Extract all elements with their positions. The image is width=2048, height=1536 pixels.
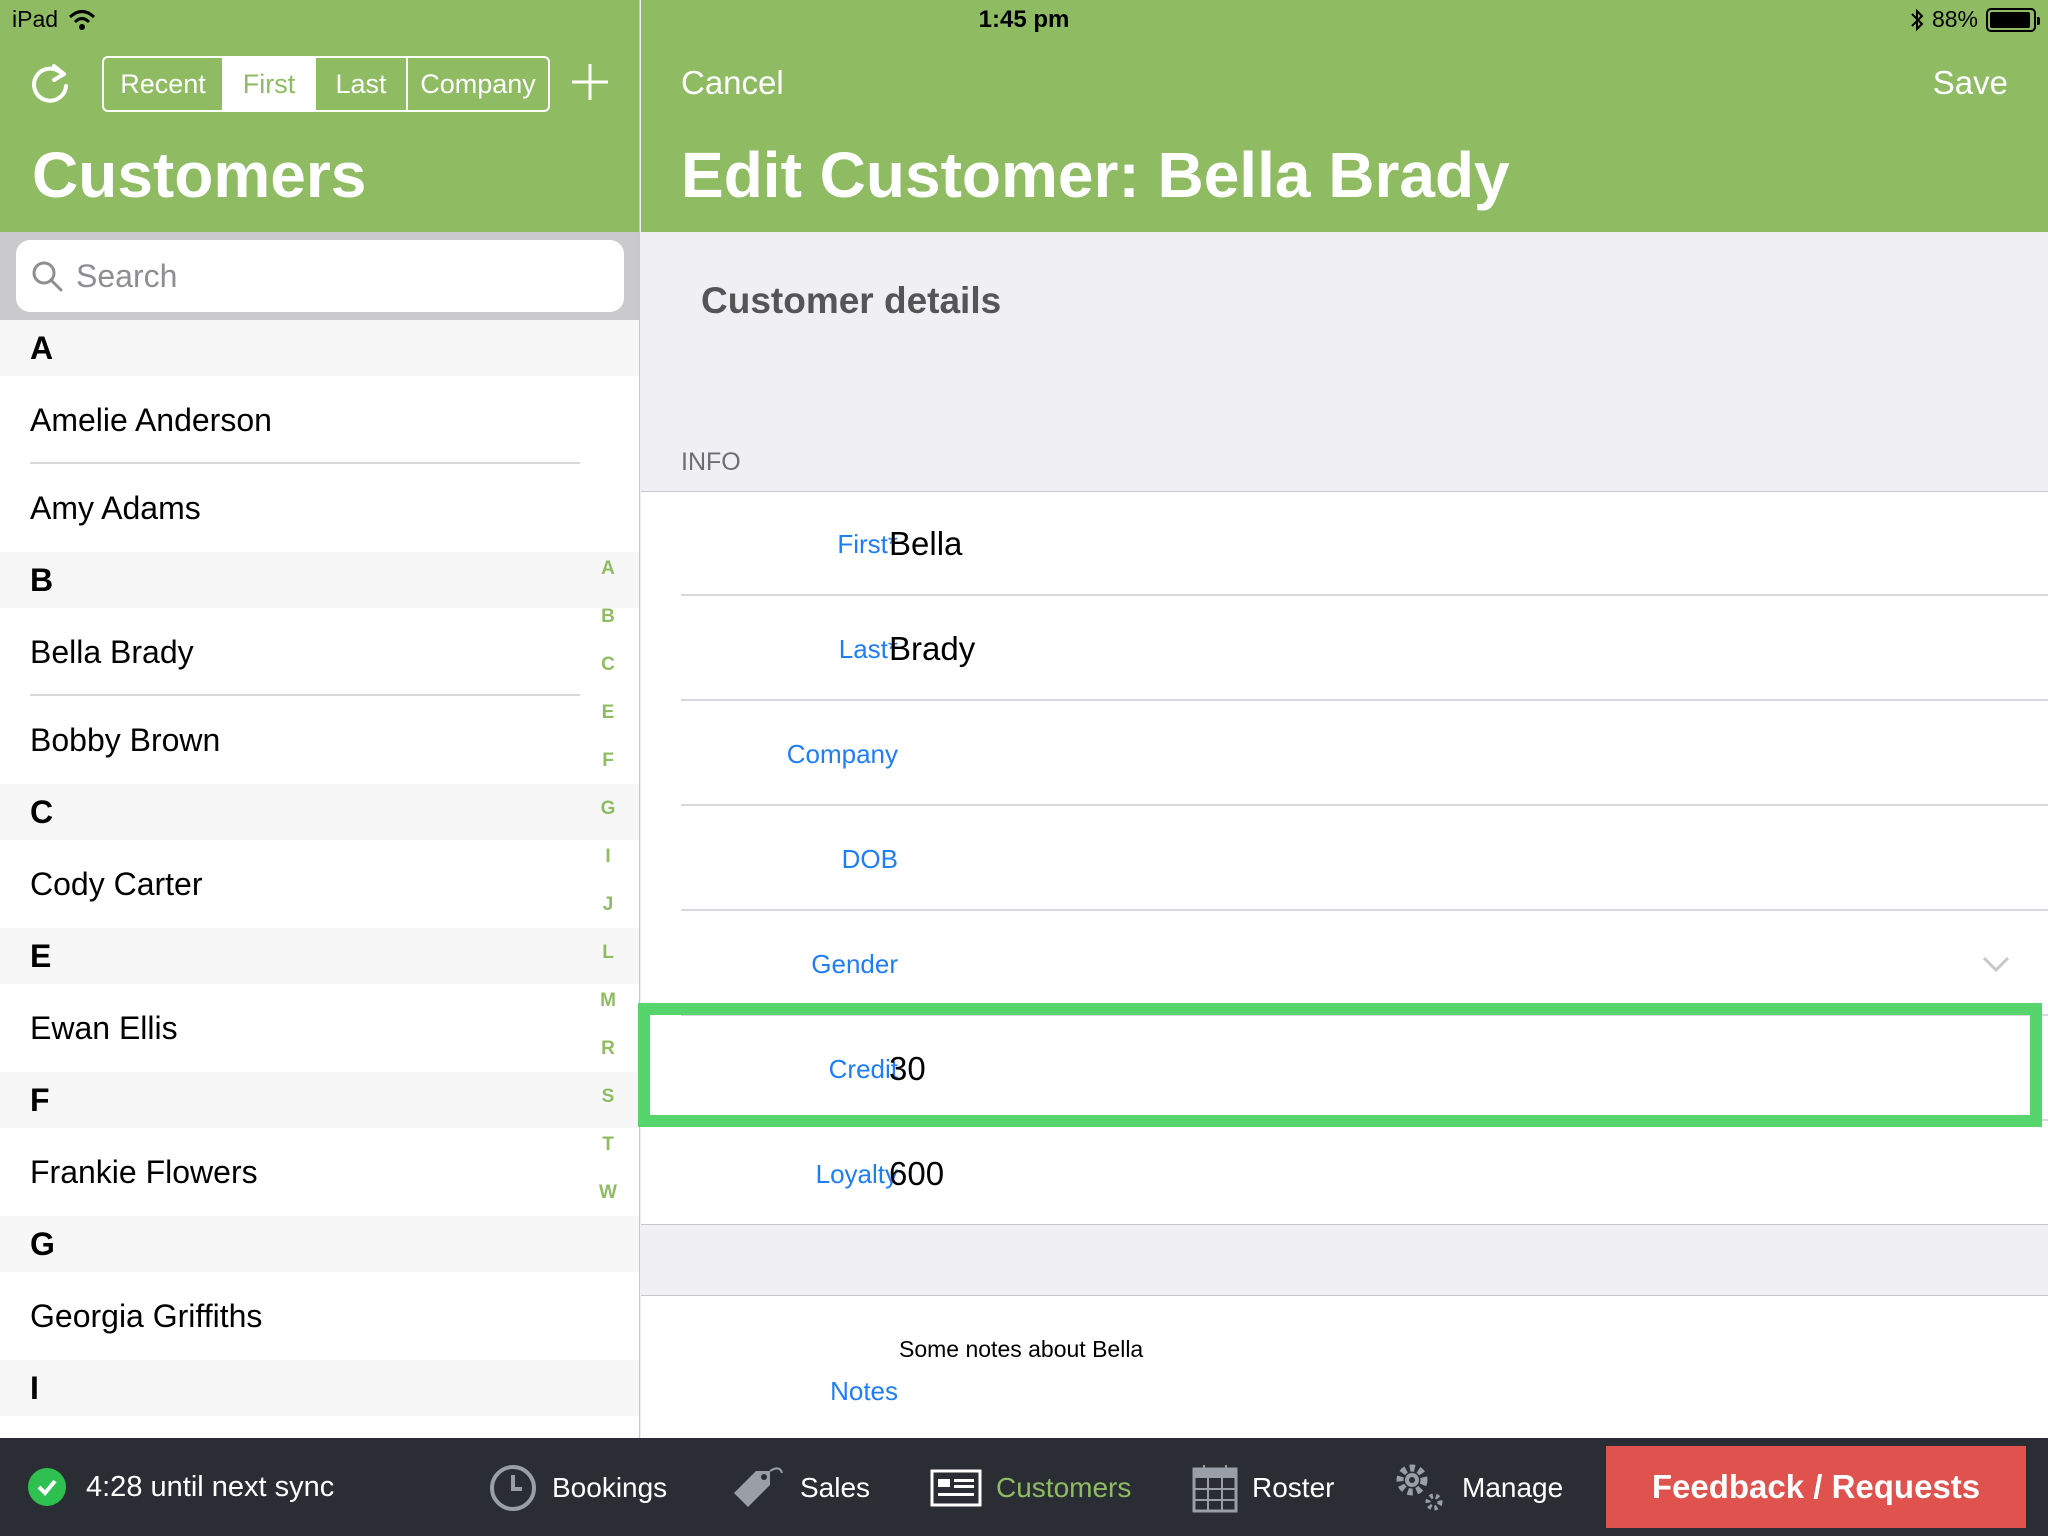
segment-last[interactable]: Last [316,58,408,110]
dob-row[interactable]: DOB [641,807,2048,911]
notes-row[interactable]: Some notes about Bella Notes [641,1295,2048,1438]
save-button[interactable]: Save [1932,64,2008,101]
section-header-a: A [0,320,639,376]
device-name: iPad [12,6,59,32]
search-input[interactable]: Search [16,240,624,312]
section-header-e: E [0,928,639,984]
index-letter[interactable]: B [601,606,615,627]
segment-company[interactable]: Company [420,68,536,99]
section-header-g: G [0,1216,639,1272]
company-row[interactable]: Company [641,702,2048,806]
edit-customer-title: Edit Customer: Bella Brady [681,139,1510,211]
first-name-row[interactable]: First* Bella [641,492,2048,596]
tab-sales[interactable]: Sales [730,1460,870,1516]
gender-row[interactable]: Gender [641,912,2048,1016]
section-header-i: I [0,1360,639,1416]
refresh-icon[interactable] [26,60,74,108]
first-name-field[interactable]: Bella [889,525,963,562]
calendar-icon [1192,1465,1238,1513]
index-letter[interactable]: I [605,846,611,867]
sync-text: 4:28 until next sync [86,1470,335,1503]
index-letter[interactable]: C [601,654,615,675]
info-section-header: INFO [681,448,741,476]
index-letter[interactable]: F [602,750,614,771]
tag-icon [734,1467,783,1507]
page-title: Customers [32,139,367,211]
list-item[interactable]: Bobby Brown [0,696,639,784]
sync-status: 4:28 until next sync [28,1468,334,1506]
section-header-f: F [0,1072,639,1128]
tab-roster[interactable]: Roster [1192,1460,1334,1516]
segment-recent[interactable]: Recent [104,58,224,110]
section-header-c: C [0,784,639,840]
list-item[interactable]: Frankie Flowers [0,1128,639,1216]
clock-icon [490,1465,536,1511]
notes-label: Notes [830,1376,898,1406]
bottom-tab-bar: 4:28 until next sync Bookings Sales Cust… [0,1438,2048,1536]
list-item[interactable]: Amelie Anderson [0,376,639,464]
status-bar: iPad 1:45 pm 88% [0,0,2048,40]
add-customer-button[interactable] [570,62,610,102]
cancel-button[interactable]: Cancel [681,64,784,101]
last-name-row[interactable]: Last* Brady [641,597,2048,701]
last-name-field[interactable]: Brady [889,630,976,667]
customers-icon [930,1469,982,1507]
sort-segmented-control: Recent First Last Company [102,56,550,112]
search-icon [32,261,63,292]
index-letter[interactable]: J [602,894,614,915]
index-letter[interactable]: W [599,1182,617,1203]
index-letter[interactable]: A [601,558,615,579]
company-label: Company [786,739,898,769]
list-item[interactable]: Amy Adams [0,464,639,552]
right-header: Cancel Save Edit Customer: Bella Brady [641,0,2048,232]
tab-bookings[interactable]: Bookings [488,1460,667,1516]
battery-icon [1986,7,2040,32]
index-letter[interactable]: G [600,798,616,819]
left-header: Recent First Last Company Customers [0,0,639,232]
list-item[interactable]: Bella Brady [0,608,639,696]
gender-label: Gender [811,949,898,979]
section-header-b: B [0,552,639,608]
chevron-down-icon[interactable] [1982,950,2010,978]
battery-percent: 88% [1931,6,1978,32]
index-letter[interactable]: T [602,1134,614,1155]
tab-customers[interactable]: Customers [930,1460,1131,1516]
loyalty-label: Loyalty [815,1159,898,1189]
index-letter[interactable]: R [601,1038,615,1059]
check-icon [28,1468,66,1506]
gear-icon [1396,1464,1443,1511]
status-time: 1:45 pm [978,6,1070,33]
bluetooth-icon [1911,8,1924,31]
customer-list-pane: Recent First Last Company Customers Sear… [0,0,640,1438]
credit-field[interactable]: 30 [889,1050,926,1087]
index-letter[interactable]: L [602,942,614,963]
index-letter[interactable]: S [601,1086,615,1107]
credit-highlight-box [638,1003,2042,1127]
list-item[interactable]: Georgia Griffiths [0,1272,639,1360]
customer-details-heading: Customer details [701,280,1002,321]
segment-first[interactable]: First [224,58,316,110]
search-bar-container: Search [0,232,639,320]
list-item[interactable]: Cody Carter [0,840,639,928]
index-letter[interactable]: E [601,702,615,723]
tab-manage[interactable]: Manage [1392,1460,1563,1516]
first-name-label: First* [837,529,898,559]
loyalty-row[interactable]: Loyalty 600 [641,1122,2048,1226]
dob-label: DOB [841,844,898,874]
wifi-icon [69,9,96,30]
notes-field[interactable]: Some notes about Bella [899,1336,1144,1362]
customer-form: First* Bella Last* Brady Company DOB Gen… [641,491,2048,1225]
search-placeholder: Search [76,257,178,294]
list-item[interactable]: Ewan Ellis [0,984,639,1072]
feedback-button[interactable]: Feedback / Requests [1606,1446,2026,1528]
index-letter[interactable]: M [600,990,616,1011]
loyalty-field[interactable]: 600 [889,1155,945,1192]
last-name-label: Last* [838,634,898,664]
credit-label: Credit [828,1054,898,1084]
